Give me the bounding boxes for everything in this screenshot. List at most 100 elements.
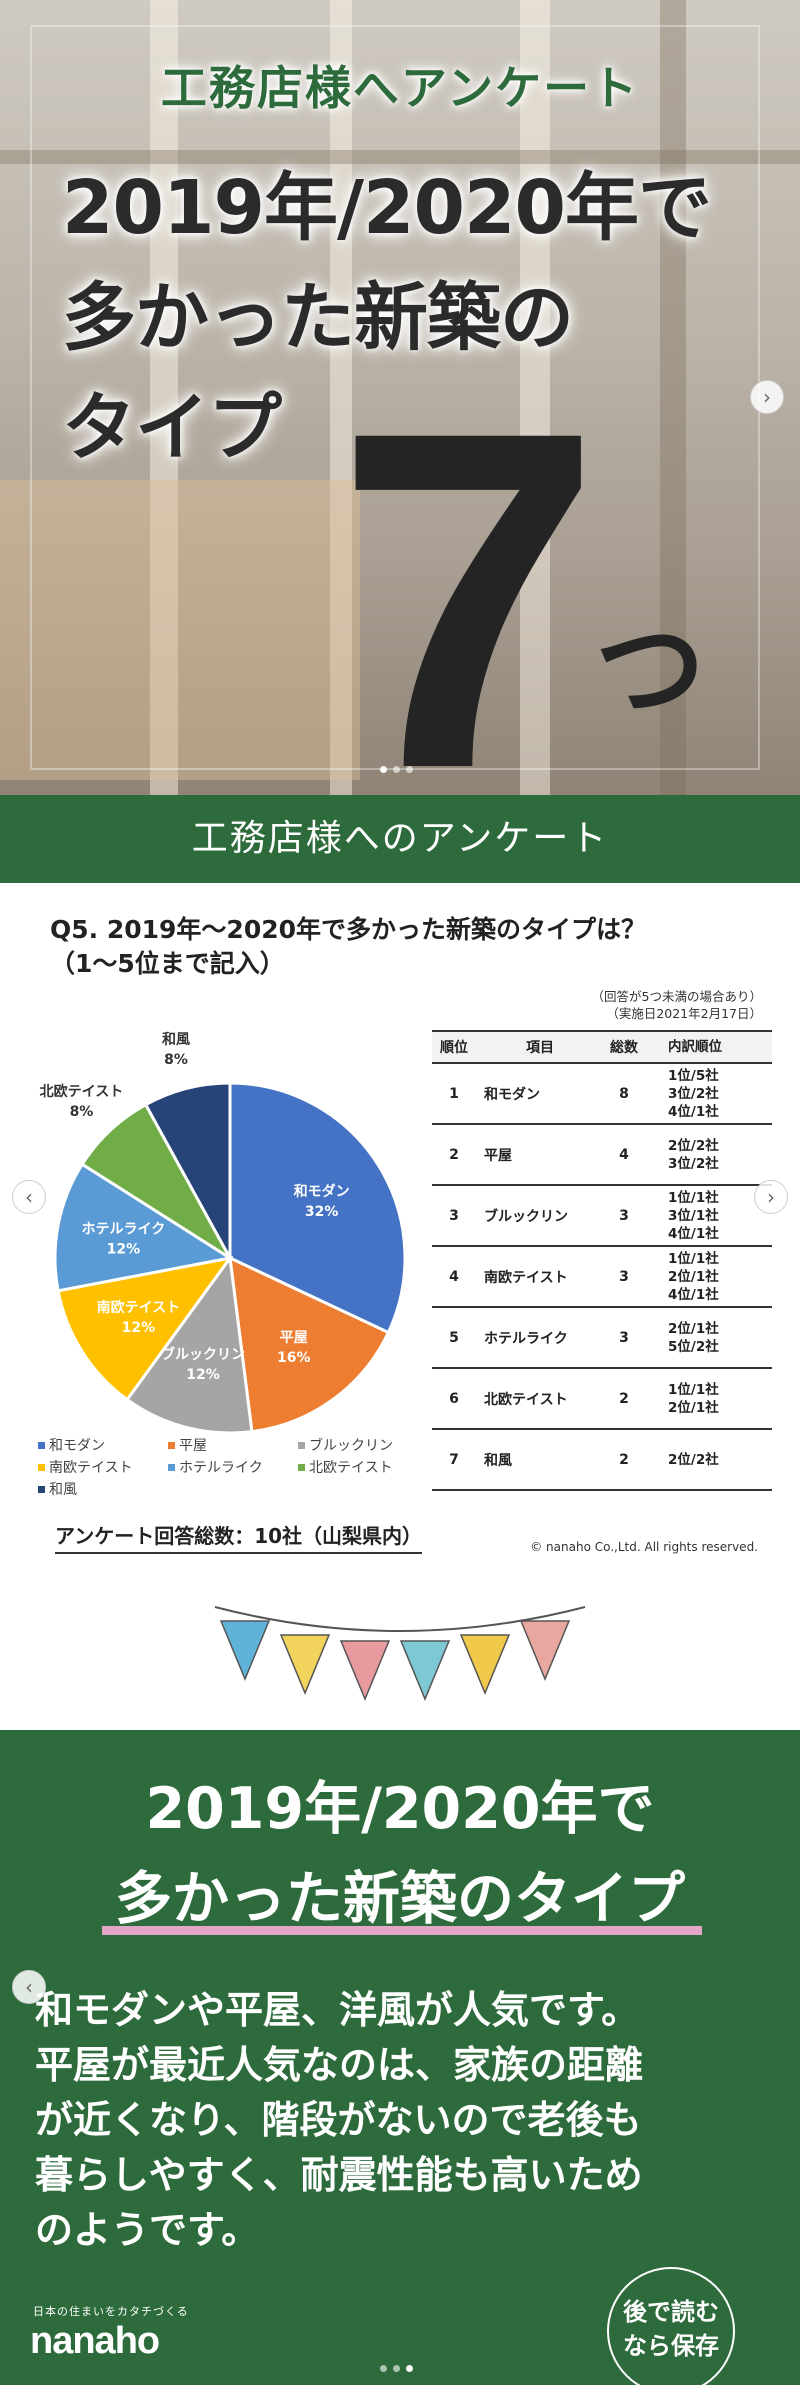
bunting-decoration [214, 1606, 586, 1701]
legend-label: 南欧テイスト [49, 1460, 133, 1476]
header-item: 項目 [476, 1030, 596, 1064]
total-cell: 2 [596, 1429, 652, 1491]
legend-swatch [298, 1441, 305, 1449]
note-line2: （実施日2021年2月17日） [606, 1006, 762, 1021]
summary-body: 和モダンや平屋、洋風が人気です。 平屋が最近人気なのは、家族の距離 が近くなり、… [35, 1983, 755, 2258]
legend-item: 和モダン [38, 1435, 168, 1455]
prev-slide-button[interactable]: ‹ [12, 1180, 46, 1214]
total-cell: 3 [596, 1307, 652, 1369]
pie-slice [125, 1254, 254, 1435]
detail-cell: 2位/2社 [652, 1429, 772, 1491]
pie-slice [53, 1162, 235, 1293]
title-underline [102, 1926, 702, 1935]
slice-value-label: 32% [305, 1204, 339, 1220]
pie-slice [228, 1255, 391, 1434]
copyright: © nanaho Co.,Ltd. All rights reserved. [530, 1540, 758, 1554]
total-cell: 2 [596, 1368, 652, 1430]
survey-banner: 工務店様へのアンケート [0, 795, 800, 883]
detail-cell: 2位/2社 3位/2社 [652, 1124, 772, 1186]
legend-item: ホテルライク [168, 1457, 298, 1477]
carousel-dot[interactable] [380, 2365, 387, 2372]
table-row: 2 平屋 4 2位/2社 3位/2社 [432, 1124, 772, 1186]
body-line: が近くなり、階段がないので老後も [35, 2098, 642, 2142]
rank-cell: 4 [432, 1246, 476, 1308]
carousel-dot[interactable] [406, 766, 413, 773]
total-cell: 3 [596, 1185, 652, 1247]
next-slide-button[interactable]: › [750, 380, 784, 414]
background-beam [520, 0, 550, 795]
body-line: 平屋が最近人気なのは、家族の距離 [35, 2043, 644, 2087]
next-slide-button[interactable]: › [754, 1180, 788, 1214]
background-beam [660, 0, 686, 795]
item-cell: 平屋 [476, 1124, 596, 1186]
body-line: 暮らしやすく、耐震性能も高いため [35, 2153, 643, 2197]
table-row: 1 和モダン 8 1位/5社 3位/2社 4位/1社 [432, 1063, 772, 1125]
chevron-right-icon: › [767, 1185, 775, 1209]
table-header-row: 順位 項目 総数 内訳順位 [432, 1030, 772, 1064]
carousel-dot[interactable] [380, 766, 387, 773]
item-cell: 北欧テイスト [476, 1368, 596, 1430]
table-row: 5 ホテルライク 3 2位/1社 5位/2社 [432, 1307, 772, 1369]
chevron-left-icon: ‹ [25, 1185, 33, 1209]
summary-slide: 2019年/2020年で 多かった新築のタイプ 和モダンや平屋、洋風が人気です。… [0, 1585, 800, 2385]
table-row: 7 和風 2 2位/2社 [432, 1429, 772, 1491]
save-line1: 後で読む [623, 2298, 719, 2326]
rank-cell: 3 [432, 1185, 476, 1247]
save-badge-text: 後で読む なら保存 [609, 2295, 733, 2363]
slice-value-label: 12% [107, 1242, 141, 1258]
slice-category-label: 和風 [162, 1032, 190, 1048]
slice-category-label: ブルックリン [161, 1346, 245, 1363]
legend-label: ホテルライク [179, 1460, 263, 1476]
slice-category-label: 北欧テイスト [40, 1083, 124, 1100]
legend-label: ブルックリン [309, 1438, 393, 1454]
item-cell: 南欧テイスト [476, 1246, 596, 1308]
bunting-string [214, 1606, 586, 1632]
legend-swatch [168, 1463, 175, 1471]
carousel-dot[interactable] [406, 2365, 413, 2372]
table-row: 3 ブルックリン 3 1位/1社 3位/1社 4位/1社 [432, 1185, 772, 1247]
summary-title-line1: 2019年/2020年で [145, 1776, 655, 1842]
note-line1: （回答が5つ未満の場合あり） [591, 989, 762, 1004]
rank-cell: 2 [432, 1124, 476, 1186]
bunting-flag [459, 1634, 511, 1695]
slice-category-label: 和モダン [294, 1183, 350, 1200]
detail-cell: 1位/1社 2位/1社 4位/1社 [652, 1246, 772, 1308]
legend-item: ブルックリン [298, 1435, 418, 1455]
header-rank: 順位 [432, 1030, 476, 1064]
bunting-flag [519, 1620, 571, 1681]
total-cell: 4 [596, 1124, 652, 1186]
prev-slide-button[interactable]: ‹ [12, 1970, 46, 2004]
legend-item: 北欧テイスト [298, 1457, 418, 1477]
brand-logo: nanaho [30, 2320, 160, 2362]
carousel-dot[interactable] [393, 766, 400, 773]
pie-slice [228, 1081, 407, 1335]
item-cell: 和風 [476, 1429, 596, 1491]
slice-value-label: 12% [122, 1320, 156, 1336]
rank-cell: 7 [432, 1429, 476, 1491]
body-line: 和モダンや平屋、洋風が人気です。 [35, 1988, 640, 2032]
legend-label: 和風 [49, 1482, 77, 1498]
summary-title-line2: 多かった新築のタイプ [115, 1866, 685, 1932]
slice-category-label: 南欧テイスト [97, 1299, 181, 1316]
legend-swatch [298, 1463, 305, 1471]
detail-cell: 1位/5社 3位/2社 4位/1社 [652, 1063, 772, 1125]
carousel-dot[interactable] [393, 2365, 400, 2372]
background-beam [0, 150, 800, 164]
header-detail: 内訳順位 [652, 1030, 772, 1064]
bunting-flag [399, 1640, 451, 1701]
body-line: のようです。 [35, 2208, 260, 2252]
question-line1: Q5. 2019年～2020年で多かった新築のタイプは？ [50, 915, 647, 944]
slice-category-label: ホテルライク [82, 1222, 166, 1238]
background-plywood [0, 480, 360, 780]
item-cell: 和モダン [476, 1063, 596, 1125]
legend-item: 平屋 [168, 1435, 298, 1455]
item-cell: ブルックリン [476, 1185, 596, 1247]
legend-swatch [168, 1441, 175, 1449]
legend-swatch [38, 1463, 45, 1471]
table-row: 4 南欧テイスト 3 1位/1社 2位/1社 4位/1社 [432, 1246, 772, 1308]
legend-swatch [38, 1485, 45, 1493]
survey-result-slide: 工務店様へのアンケート Q5. 2019年～2020年で多かった新築のタイプは？… [0, 795, 800, 1585]
table-row: 6 北欧テイスト 2 1位/1社 2位/1社 [432, 1368, 772, 1430]
carousel-dots [380, 766, 413, 773]
slice-value-label: 12% [186, 1367, 220, 1383]
